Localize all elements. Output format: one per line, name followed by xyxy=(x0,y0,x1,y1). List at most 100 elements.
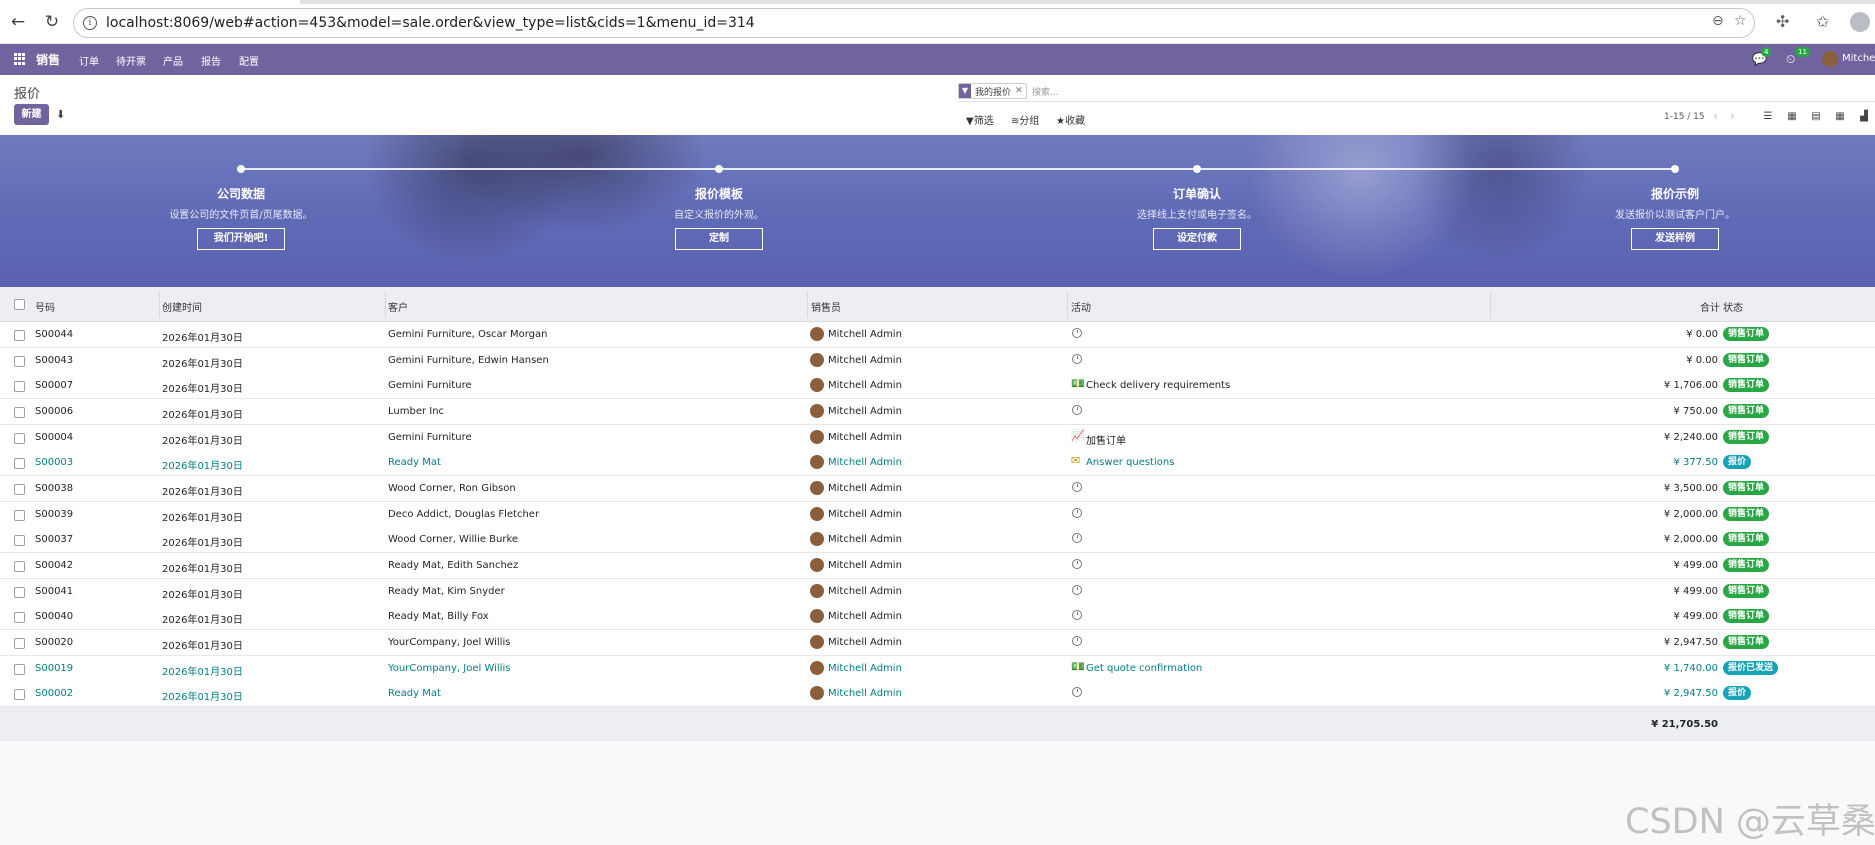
activity-summary[interactable]: Check delivery requirements xyxy=(1086,380,1231,392)
salesperson-avatar[interactable] xyxy=(810,506,824,521)
graph-view-icon[interactable]: ▟ xyxy=(1860,111,1868,122)
row-checkbox[interactable] xyxy=(14,535,25,547)
table-row[interactable]: S00020 2026年01月30日 YourCompany, Joel Willi… xyxy=(0,630,1875,657)
user-name[interactable]: Mitchell xyxy=(1842,53,1875,64)
activity-summary[interactable]: Answer questions xyxy=(1086,457,1175,469)
app-grid-icon[interactable] xyxy=(14,53,26,65)
browser-profile-avatar[interactable] xyxy=(1850,12,1870,32)
extensions-icon[interactable]: ✣ xyxy=(1776,12,1790,31)
salesperson-avatar[interactable] xyxy=(810,686,824,701)
menu-configuration[interactable]: 配置 xyxy=(239,57,259,68)
header-number[interactable]: 号码 xyxy=(35,303,55,314)
column-divider[interactable] xyxy=(1067,291,1068,318)
column-divider[interactable] xyxy=(159,291,160,318)
search-bar[interactable]: ▼ 我的报价 ✕ 搜索... xyxy=(958,81,1875,102)
search-facet[interactable]: ▼ 我的报价 ✕ xyxy=(958,83,1027,99)
user-avatar[interactable] xyxy=(1822,51,1838,67)
group-by-button[interactable]: ≋分组 xyxy=(1011,112,1039,127)
row-checkbox[interactable] xyxy=(14,509,25,521)
money-icon[interactable]: 💵 xyxy=(1071,377,1085,391)
table-row[interactable]: S00043 2026年01月30日 Gemini Furniture, Edwin… xyxy=(0,347,1875,374)
select-all-checkbox[interactable] xyxy=(14,299,25,310)
app-name[interactable]: 销售 xyxy=(36,53,61,67)
order-number[interactable]: S00043 xyxy=(35,354,74,366)
order-number[interactable]: S00019 xyxy=(35,662,74,674)
table-row[interactable]: S00044 2026年01月30日 Gemini Furniture, Oscar… xyxy=(0,322,1875,348)
salesperson-avatar[interactable] xyxy=(810,635,824,650)
reload-icon[interactable]: ↻ xyxy=(44,12,60,32)
browser-tab[interactable] xyxy=(0,0,300,4)
favorites-button[interactable]: ★收藏 xyxy=(1056,112,1085,127)
salesperson-avatar[interactable] xyxy=(810,327,824,341)
row-checkbox[interactable] xyxy=(14,586,25,598)
table-row[interactable]: S00004 2026年01月30日 Gemini Furniture Mitchel… xyxy=(0,424,1875,451)
row-checkbox[interactable] xyxy=(14,432,25,444)
order-number[interactable]: S00006 xyxy=(35,406,74,417)
pager-next-icon[interactable]: › xyxy=(1730,109,1735,123)
table-row[interactable]: S00003 2026年01月30日 Ready Mat Mitchell Admin… xyxy=(0,450,1875,477)
messages-icon[interactable]: 💬 4 xyxy=(1752,47,1772,66)
header-status[interactable]: 状态 xyxy=(1723,303,1743,314)
new-button[interactable]: 新建 xyxy=(14,104,49,125)
salesperson-avatar[interactable] xyxy=(810,429,824,444)
clock-icon[interactable] xyxy=(1072,405,1082,415)
url-text[interactable]: localhost:8069/web#action=453&model=sale… xyxy=(106,15,755,31)
clock-icon[interactable] xyxy=(1072,610,1082,621)
salesperson-avatar[interactable] xyxy=(810,352,824,367)
column-divider[interactable] xyxy=(385,291,386,318)
row-checkbox[interactable] xyxy=(14,407,25,418)
step-button[interactable]: 定制 xyxy=(675,228,763,250)
clock-icon[interactable] xyxy=(1072,482,1082,493)
salesperson-avatar[interactable] xyxy=(810,455,824,470)
bookmark-star-icon[interactable]: ☆ xyxy=(1734,13,1747,29)
clock-icon[interactable] xyxy=(1072,559,1082,570)
pivot-view-icon[interactable]: ▦ xyxy=(1835,111,1845,122)
salesperson-avatar[interactable] xyxy=(810,558,824,573)
salesperson-avatar[interactable] xyxy=(810,378,824,393)
facet-remove-icon[interactable]: ✕ xyxy=(1015,86,1023,96)
header-total[interactable]: 合计 xyxy=(1700,303,1720,314)
pager-prev-icon[interactable]: ‹ xyxy=(1713,109,1718,123)
table-row[interactable]: S00041 2026年01月30日 Ready Mat, Kim Snyder Mi… xyxy=(0,578,1875,605)
row-checkbox[interactable] xyxy=(14,355,25,367)
step-button[interactable]: 设定付款 xyxy=(1153,228,1241,250)
favorites-icon[interactable]: ✩ xyxy=(1816,12,1830,31)
activity-summary[interactable]: Get quote confirmation xyxy=(1086,662,1203,674)
column-divider[interactable] xyxy=(1490,291,1491,318)
salesperson-avatar[interactable] xyxy=(810,481,824,496)
activity-summary[interactable]: 加售订单 xyxy=(1086,435,1126,447)
salesperson-avatar[interactable] xyxy=(810,583,824,598)
salesperson-avatar[interactable] xyxy=(810,660,824,675)
clock-icon[interactable] xyxy=(1072,328,1082,338)
row-checkbox[interactable] xyxy=(14,330,25,341)
row-checkbox[interactable] xyxy=(14,484,25,496)
zoom-icon[interactable]: ⊖ xyxy=(1712,13,1724,29)
order-number[interactable]: S00044 xyxy=(35,329,74,340)
menu-to-invoice[interactable]: 待开票 xyxy=(116,57,146,68)
pager-value[interactable]: 1-15 / 15 xyxy=(1664,112,1705,122)
salesperson-avatar[interactable] xyxy=(810,404,824,418)
menu-orders[interactable]: 订单 xyxy=(79,57,99,68)
clock-icon[interactable] xyxy=(1072,636,1082,647)
table-row[interactable]: S00037 2026年01月30日 Wood Corner, Willie Bur… xyxy=(0,527,1875,554)
step-button[interactable]: 我们开始吧! xyxy=(197,228,285,250)
filter-button[interactable]: ▼筛选 xyxy=(966,112,994,127)
address-bar[interactable]: i localhost:8069/web#action=453&model=sa… xyxy=(73,8,1755,38)
table-row[interactable]: S00002 2026年01月30日 Ready Mat Mitchell Admin… xyxy=(0,681,1875,708)
order-number[interactable]: S00041 xyxy=(35,585,74,597)
row-checkbox[interactable] xyxy=(14,638,25,650)
clock-icon[interactable] xyxy=(1072,533,1082,544)
order-number[interactable]: S00020 xyxy=(35,637,74,649)
header-created[interactable]: 创建时间 xyxy=(162,303,202,314)
clock-icon[interactable] xyxy=(1072,687,1082,698)
activities-icon[interactable]: ⏲ 11 xyxy=(1786,47,1810,67)
row-checkbox[interactable] xyxy=(14,381,25,393)
clock-icon[interactable] xyxy=(1072,584,1082,595)
order-number[interactable]: S00038 xyxy=(35,483,74,495)
row-checkbox[interactable] xyxy=(14,689,25,701)
money-icon[interactable]: 💵 xyxy=(1071,659,1085,673)
download-icon[interactable]: ⬇ xyxy=(56,108,66,121)
back-icon[interactable]: ← xyxy=(10,12,26,32)
row-checkbox[interactable] xyxy=(14,561,25,573)
order-number[interactable]: S00003 xyxy=(35,457,74,469)
